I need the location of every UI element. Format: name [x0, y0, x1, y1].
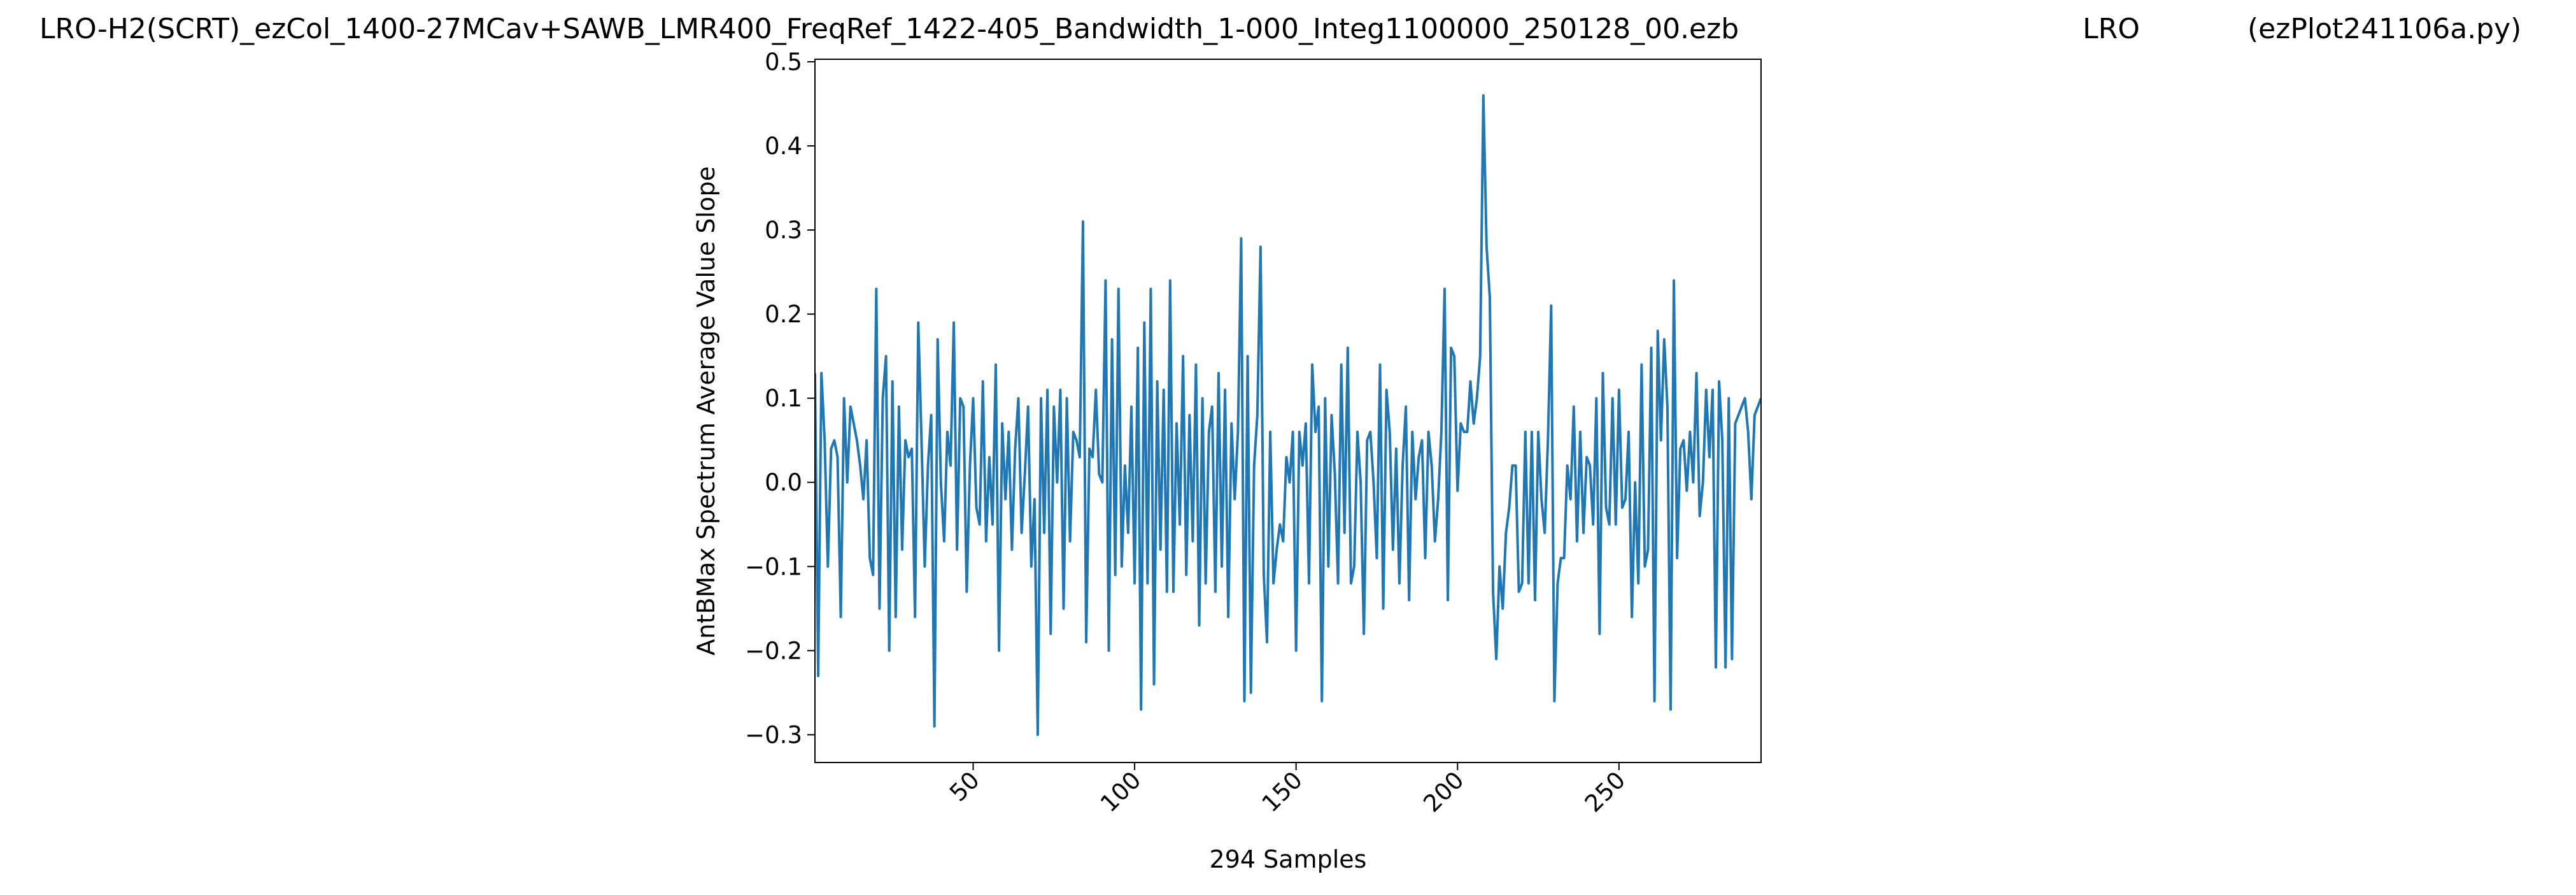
y-tick-label: 0.1 [765, 385, 802, 412]
y-tick-label: −0.1 [745, 553, 802, 580]
chart-title-station: LRO [2083, 13, 2140, 45]
x-axis-label: 294 Samples [1210, 845, 1367, 873]
y-tick-label: 0.0 [765, 469, 802, 496]
y-tick-label: −0.3 [745, 721, 802, 748]
x-tick-label: 150 [1257, 766, 1308, 817]
y-tick-label: 0.5 [765, 48, 802, 76]
y-tick-label: 0.3 [765, 217, 802, 244]
chart-title-script: (ezPlot241106a.py) [2247, 13, 2521, 45]
data-line [815, 94, 1761, 736]
x-tick-label: 250 [1580, 766, 1631, 817]
x-tick-label: 200 [1418, 766, 1469, 817]
y-tick-label: 0.2 [765, 301, 802, 328]
chart-title: LRO-H2(SCRT)_ezCol_1400-27MCav+SAWB_LMR4… [39, 13, 1739, 45]
x-tick-label: 50 [944, 766, 985, 807]
plot-frame [814, 59, 1762, 763]
y-tick-label: −0.2 [745, 637, 802, 664]
y-tick-label: 0.4 [765, 132, 802, 160]
x-tick-label: 100 [1095, 766, 1146, 817]
y-axis-label: AntBMax Spectrum Average Value Slope [692, 166, 720, 655]
